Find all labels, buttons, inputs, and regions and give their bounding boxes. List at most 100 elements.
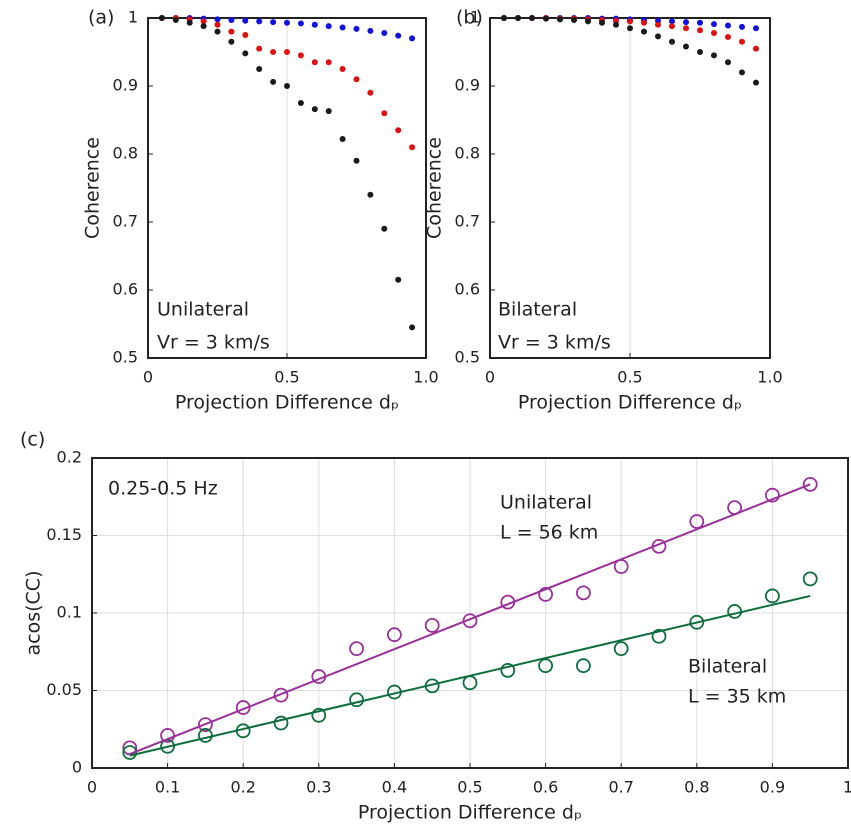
- data-point: [325, 59, 332, 66]
- data-point: [725, 59, 731, 66]
- data-point: [697, 27, 703, 34]
- y-tick-label: 0.6: [455, 280, 480, 299]
- data-point: [381, 225, 388, 232]
- data-point: [353, 76, 360, 83]
- x-tick-label: 0.4: [382, 778, 407, 797]
- data-point: [256, 18, 263, 25]
- x-tick-label: 0.8: [684, 778, 709, 797]
- data-point: [753, 25, 759, 32]
- x-tick-label: 0.5: [457, 778, 482, 797]
- data-point: [242, 32, 249, 38]
- x-tick-label: 0.6: [533, 778, 558, 797]
- data-point: [557, 16, 563, 23]
- x-tick-label: 1.0: [413, 368, 438, 387]
- y-axis-label: Coherence: [82, 137, 104, 239]
- x-tick-label: 0.1: [155, 778, 180, 797]
- data-point: [270, 78, 277, 85]
- data-point: [576, 658, 591, 674]
- data-point: [197, 717, 213, 732]
- data-point: [367, 191, 374, 198]
- x-axis-label: Projection Difference dₚ: [358, 802, 582, 824]
- data-point: [697, 19, 703, 26]
- annotation: Vr = 3 km/s: [498, 332, 611, 354]
- data-point: [256, 66, 263, 72]
- data-point: [613, 21, 619, 28]
- data-point: [689, 514, 705, 529]
- y-tick-label: 0.1: [57, 603, 82, 622]
- data-point: [725, 34, 731, 41]
- y-tick-label: 1: [128, 8, 138, 27]
- data-point: [529, 15, 535, 21]
- x-tick-label: 0.9: [760, 778, 785, 797]
- data-point: [353, 157, 360, 164]
- y-tick-label: 1: [470, 8, 480, 27]
- data-point: [325, 108, 332, 115]
- data-point: [325, 23, 332, 30]
- data-point: [395, 276, 402, 283]
- data-point: [297, 52, 304, 59]
- data-point: [651, 628, 667, 644]
- data-point: [395, 127, 402, 134]
- fit-line: [129, 483, 811, 755]
- data-point: [500, 662, 516, 678]
- data-point: [711, 52, 717, 59]
- x-axis-label: Projection Difference dₚ: [175, 392, 399, 414]
- data-point: [273, 715, 289, 731]
- data-point: [739, 69, 745, 76]
- data-point: [409, 144, 416, 151]
- data-point: [753, 79, 759, 86]
- x-tick-label: 0.5: [274, 368, 299, 387]
- data-point: [339, 66, 346, 72]
- data-point: [669, 23, 675, 30]
- x-tick-label: 1.0: [757, 368, 782, 387]
- data-point: [669, 18, 675, 25]
- data-point: [349, 692, 365, 708]
- data-point: [409, 324, 416, 331]
- data-point: [311, 21, 318, 28]
- x-tick-label: 0.2: [230, 778, 255, 797]
- x-tick-label: 0.3: [306, 778, 331, 797]
- x-tick-label: 0: [143, 368, 153, 387]
- y-tick-label: 0.05: [46, 680, 82, 699]
- y-tick-label: 0.9: [113, 76, 138, 95]
- data-point: [409, 35, 416, 42]
- x-axis-label: Projection Difference dₚ: [518, 392, 742, 414]
- data-point: [627, 18, 633, 25]
- data-point: [311, 707, 327, 723]
- panel-label: (a): [88, 7, 114, 29]
- y-tick-label: 0.7: [113, 212, 138, 231]
- data-point: [242, 17, 249, 24]
- data-point: [367, 27, 374, 34]
- x-tick-label: 0.5: [617, 368, 642, 387]
- data-point: [711, 29, 717, 36]
- data-point: [739, 23, 745, 30]
- data-point: [641, 28, 647, 35]
- annotation: 0.25-0.5 Hz: [108, 478, 218, 500]
- axes-box: [147, 17, 427, 359]
- y-tick-label: 0: [72, 758, 82, 777]
- data-point: [802, 571, 818, 587]
- data-point: [367, 89, 374, 96]
- data-point: [515, 15, 521, 21]
- data-point: [349, 641, 365, 657]
- data-point: [501, 15, 507, 21]
- data-point: [284, 83, 290, 89]
- data-point: [200, 18, 207, 25]
- y-tick-label: 0.5: [455, 348, 480, 367]
- data-point: [655, 33, 661, 40]
- y-tick-label: 0.7: [455, 212, 480, 231]
- data-point: [641, 19, 647, 26]
- panel-label: (c): [20, 429, 45, 451]
- data-point: [228, 38, 235, 45]
- data-point: [297, 20, 304, 27]
- data-point: [297, 100, 304, 106]
- y-tick-label: 0.6: [113, 280, 138, 299]
- fit-line: [129, 594, 811, 757]
- annotation: L = 56 km: [500, 522, 598, 544]
- data-point: [683, 25, 689, 32]
- data-point: [683, 43, 689, 50]
- data-point: [697, 49, 703, 55]
- annotation: Unilateral: [157, 299, 249, 321]
- y-axis-label: Coherence: [424, 137, 446, 239]
